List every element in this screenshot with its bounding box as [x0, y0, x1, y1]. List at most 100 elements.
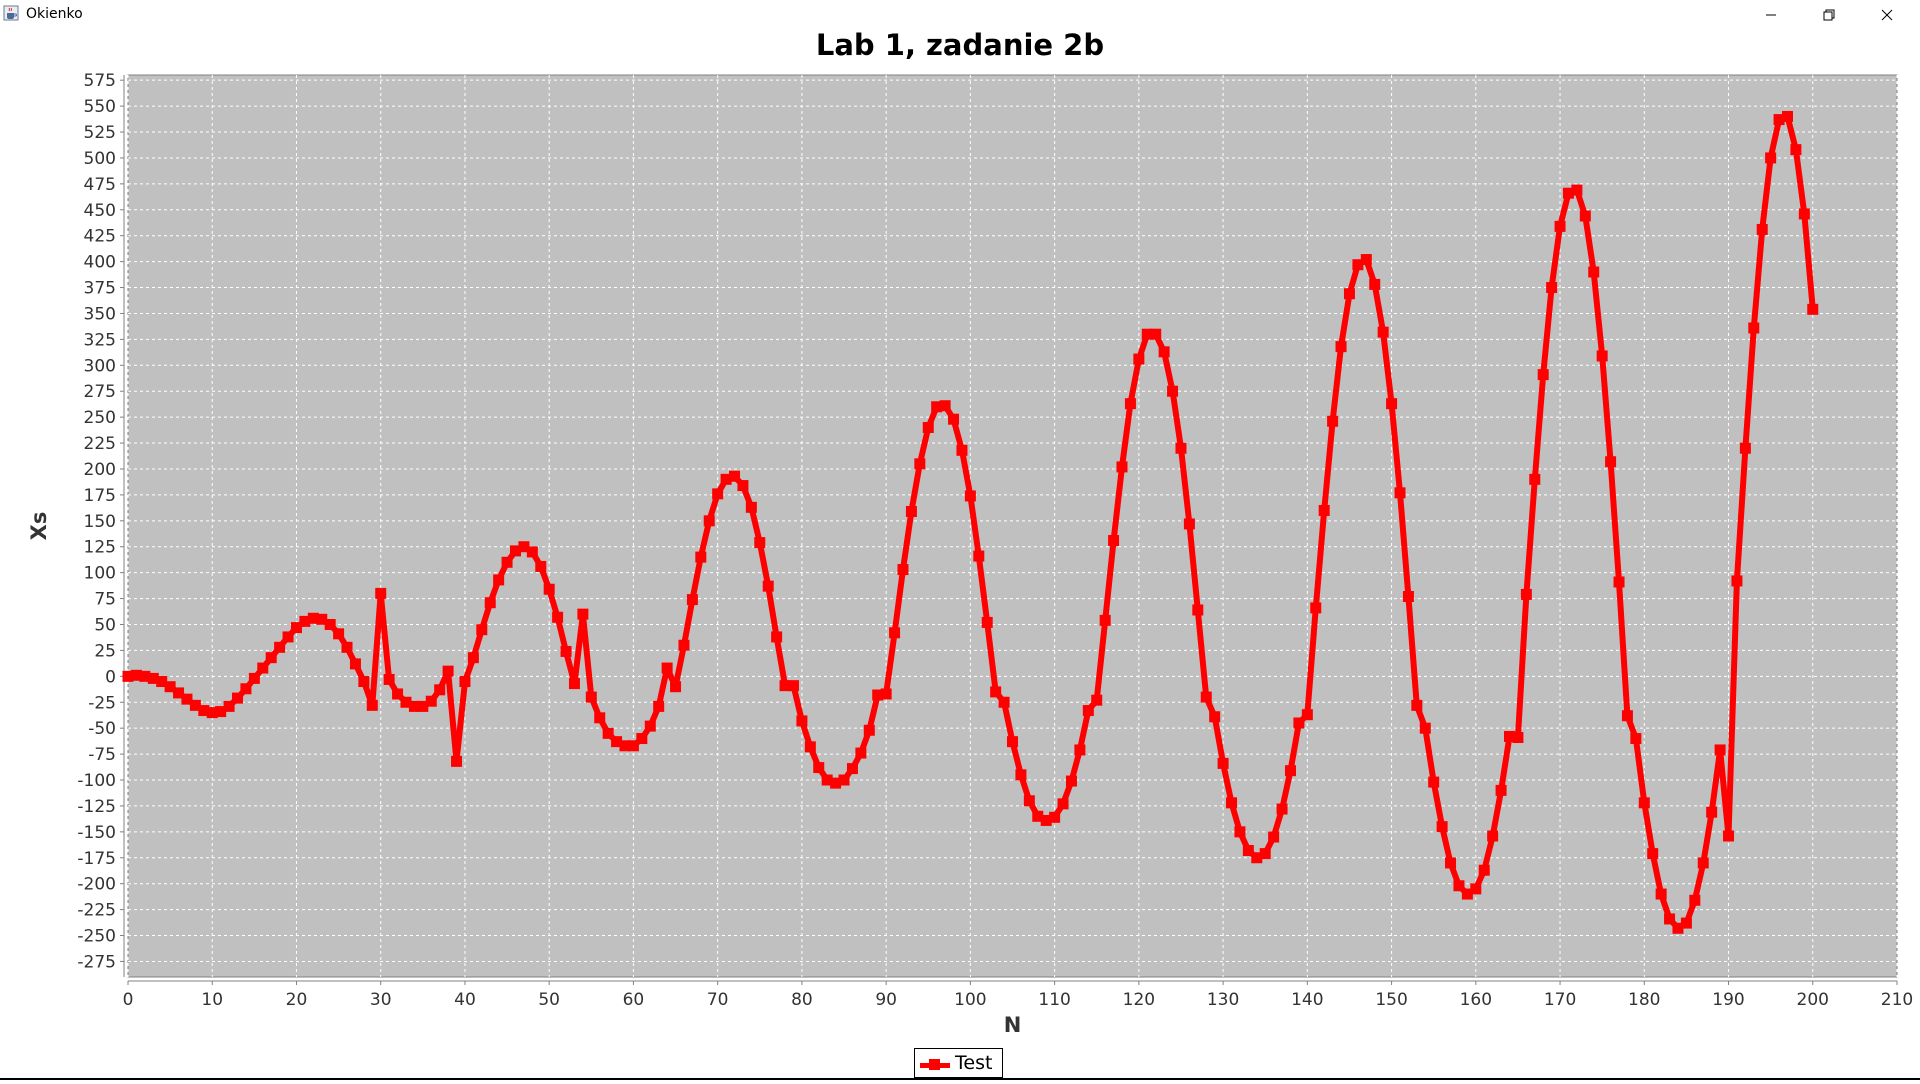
x-tick-label: 130	[1207, 990, 1239, 1010]
data-point	[1402, 591, 1414, 603]
y-tick-label: 250	[84, 408, 116, 428]
data-point	[392, 688, 404, 700]
data-point	[889, 627, 901, 639]
data-point	[644, 720, 656, 732]
data-point	[872, 689, 884, 701]
data-point	[1411, 699, 1423, 711]
data-point	[1672, 922, 1684, 934]
data-point	[1512, 732, 1524, 744]
data-point	[1040, 814, 1052, 826]
restore-icon	[1823, 9, 1835, 20]
y-tick-label: -50	[88, 719, 116, 739]
data-point	[762, 580, 774, 592]
data-point	[265, 652, 277, 664]
data-point	[434, 684, 446, 696]
data-point	[922, 422, 934, 434]
data-point	[1697, 857, 1709, 869]
data-point	[189, 699, 201, 711]
minimize-button[interactable]	[1742, 0, 1800, 29]
data-point	[964, 490, 976, 502]
data-point	[1192, 604, 1204, 616]
y-tick-label: -25	[88, 693, 116, 713]
data-point	[1714, 744, 1726, 756]
data-point	[1487, 830, 1499, 842]
data-point	[1579, 210, 1591, 222]
data-point	[1655, 888, 1667, 900]
data-point	[1470, 883, 1482, 895]
x-tick-label: 10	[201, 990, 223, 1010]
data-point	[1141, 328, 1153, 340]
data-point	[1790, 144, 1802, 156]
y-tick-label: 400	[84, 253, 116, 273]
window-titlebar: Okienko	[0, 0, 1920, 29]
y-tick-label: -100	[77, 771, 116, 791]
y-tick-label: 350	[84, 304, 116, 324]
data-point	[459, 676, 471, 688]
data-point	[1529, 473, 1541, 485]
data-point	[223, 700, 235, 712]
data-point	[366, 699, 378, 711]
data-point	[1023, 795, 1035, 807]
x-tick-label: 120	[1123, 990, 1155, 1010]
y-tick-label: 375	[84, 279, 116, 299]
data-point	[425, 695, 437, 707]
data-point	[745, 501, 757, 513]
data-point	[863, 724, 875, 736]
data-point	[636, 733, 648, 745]
data-point	[1377, 326, 1389, 338]
data-point	[130, 669, 142, 681]
y-tick-label: 575	[84, 71, 116, 91]
data-point	[948, 413, 960, 425]
data-point	[1571, 184, 1583, 196]
data-point	[1049, 811, 1061, 823]
x-tick-label: 110	[1038, 990, 1070, 1010]
data-point	[307, 612, 319, 624]
y-tick-label: -75	[88, 745, 116, 765]
data-point	[484, 597, 496, 609]
data-point	[1301, 709, 1313, 721]
y-tick-label: 175	[84, 486, 116, 506]
close-button[interactable]	[1858, 0, 1916, 29]
data-point	[1689, 894, 1701, 906]
data-point	[1057, 798, 1069, 810]
data-point	[1108, 535, 1120, 547]
data-point	[122, 670, 134, 682]
data-point	[1445, 857, 1457, 869]
data-point	[400, 696, 412, 708]
data-point	[1343, 288, 1355, 300]
data-point	[1638, 797, 1650, 809]
data-point	[1781, 110, 1793, 122]
data-point	[720, 473, 732, 485]
data-point	[1116, 461, 1128, 473]
data-point	[501, 556, 513, 568]
y-tick-label: -250	[77, 927, 116, 947]
data-point	[1386, 398, 1398, 410]
data-point	[1453, 880, 1465, 892]
y-axis-label: Xs	[27, 512, 51, 541]
data-point	[880, 688, 892, 700]
data-point	[1234, 826, 1246, 838]
data-point	[611, 736, 623, 748]
data-point	[594, 712, 606, 724]
data-point	[787, 680, 799, 692]
y-tick-label: 125	[84, 538, 116, 558]
data-point	[653, 700, 665, 712]
data-point	[1175, 442, 1187, 454]
chart-panel: Lab 1, zadanie 2b -275 -250 -225 -200 -175 -15…	[0, 28, 1920, 1080]
data-point	[577, 608, 589, 620]
data-point	[1327, 415, 1339, 427]
data-point	[1335, 341, 1347, 353]
data-point	[341, 641, 353, 653]
data-point	[1200, 691, 1212, 703]
data-point	[257, 662, 269, 674]
y-tick-label: -275	[77, 952, 116, 972]
data-point	[568, 678, 580, 690]
data-point	[1394, 487, 1406, 499]
data-point	[670, 681, 682, 693]
data-point	[1158, 346, 1170, 358]
restore-button[interactable]	[1800, 0, 1858, 29]
data-point	[1360, 254, 1372, 266]
data-point	[1554, 220, 1566, 232]
y-tick-label: -125	[77, 797, 116, 817]
data-point	[299, 615, 311, 627]
